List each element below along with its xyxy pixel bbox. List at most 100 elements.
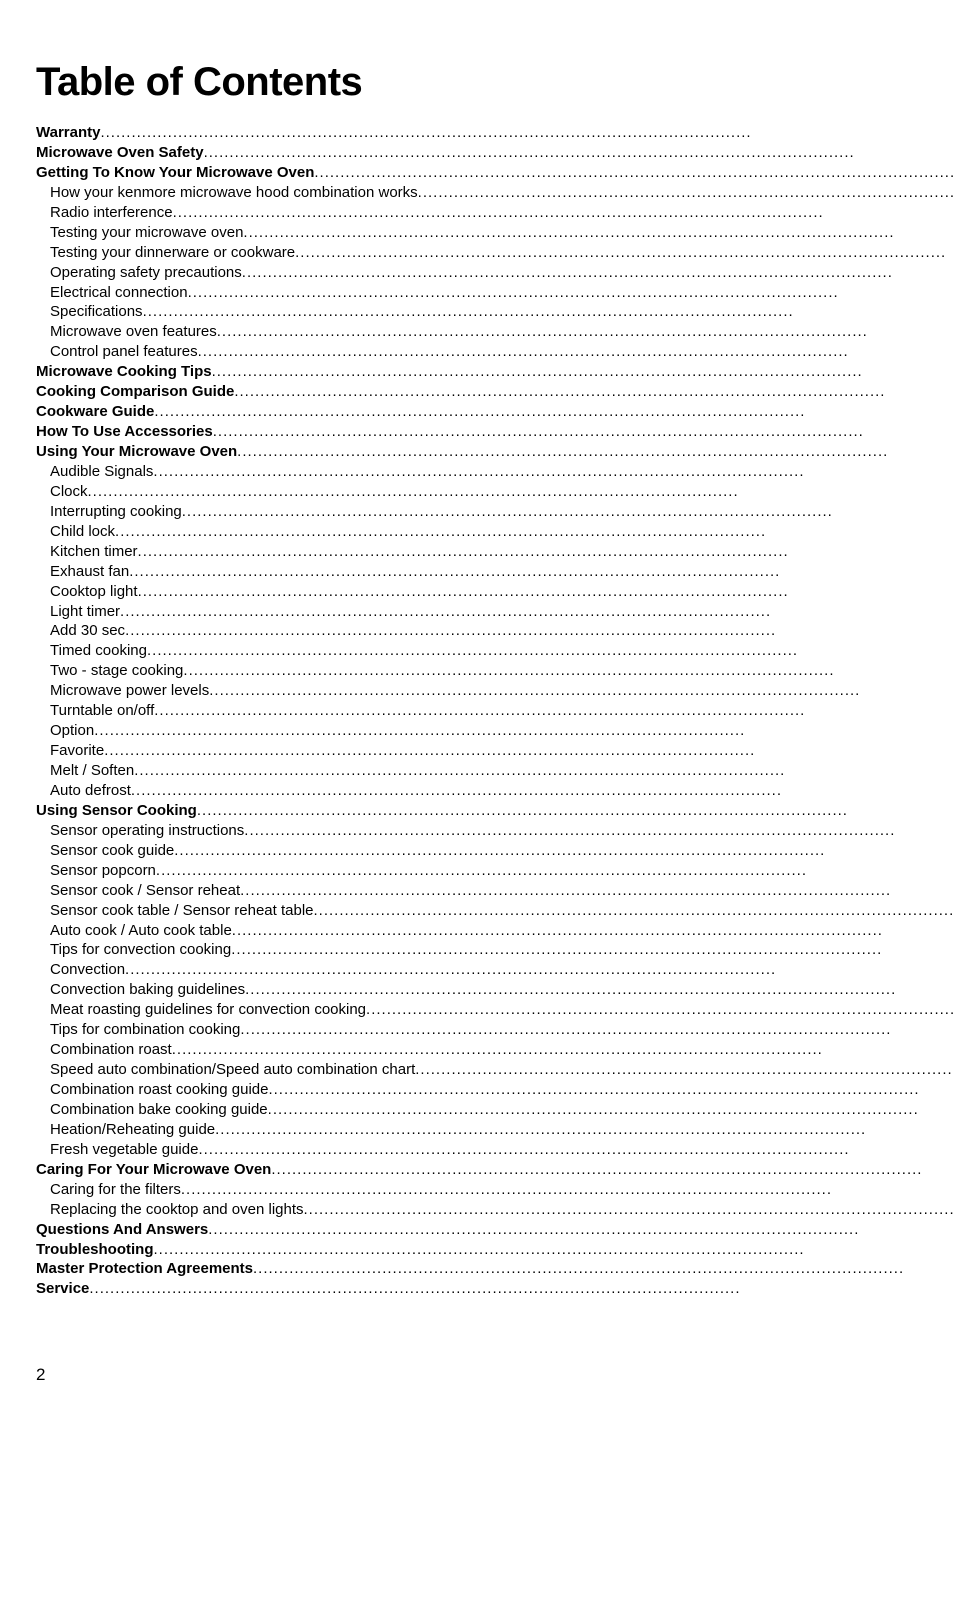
toc-entry-label: Favorite: [50, 741, 104, 761]
toc-entry-label: Sensor operating instructions: [50, 821, 244, 841]
toc-entry-label: Specifications: [50, 302, 143, 322]
toc-leader-dots: [173, 203, 954, 223]
toc-leader-dots: [240, 881, 954, 901]
toc-entry: Favorite20: [36, 741, 954, 761]
toc-entry: Replacing the cooktop and oven lights42: [36, 1200, 954, 1220]
toc-entry-label: Light timer: [50, 602, 120, 622]
toc-entry-label: Sensor cook guide: [50, 841, 174, 861]
toc-entry-label: Meat roasting guidelines for convection …: [50, 1000, 366, 1020]
toc-entry: How To Use Accessories15: [36, 422, 954, 442]
toc-entry-label: Melt / Soften: [50, 761, 134, 781]
toc-entry: Exhaust fan17: [36, 562, 954, 582]
toc-entry: Cooking Comparison Guide13: [36, 382, 954, 402]
toc-entry-label: Troubleshooting: [36, 1240, 154, 1260]
toc-entry-label: Testing your dinnerware or cookware: [50, 243, 295, 263]
toc-leader-dots: [253, 1259, 954, 1279]
toc-column: Table of Contents Warranty2Microwave Ove…: [36, 60, 954, 1385]
toc-leader-dots: [217, 322, 954, 342]
toc-leader-dots: [125, 960, 954, 980]
toc-entry: Auto cook / Auto cook table28: [36, 921, 954, 941]
toc-leader-dots: [209, 681, 954, 701]
toc-leader-dots: [213, 422, 954, 442]
toc-entry: Microwave Oven Safety3~5: [36, 143, 954, 163]
toc-entry: Radio interference6: [36, 203, 954, 223]
toc-entry-label: Sensor cook / Sensor reheat: [50, 881, 240, 901]
toc-leader-dots: [120, 602, 954, 622]
toc-entry: Testing your microwave oven6: [36, 223, 954, 243]
toc-entry: Turntable on/off20: [36, 701, 954, 721]
toc-leader-dots: [204, 143, 954, 163]
toc-entry: Clock16: [36, 482, 954, 502]
toc-entry-label: Cookware Guide: [36, 402, 154, 422]
toc-leader-dots: [198, 1140, 954, 1160]
toc-entry: Interrupting cooking16: [36, 502, 954, 522]
toc-entry: Timed cooking18: [36, 641, 954, 661]
toc-entry: Control panel features9~10: [36, 342, 954, 362]
toc-entry-label: Questions And Answers: [36, 1220, 208, 1240]
toc-entry-label: Operating safety precautions: [50, 263, 242, 283]
toc-leader-dots: [129, 562, 954, 582]
toc-entry-label: Audible Signals: [50, 462, 153, 482]
toc-entry: Convection baking guidelines31~32: [36, 980, 954, 1000]
toc-entry: Testing your dinnerware or cookware7: [36, 243, 954, 263]
toc-entry: How your kenmore microwave hood combinat…: [36, 183, 954, 203]
toc-entry: Heation/Reheating guide38: [36, 1120, 954, 1140]
toc-entry: Caring For Your Microwave Oven40~42: [36, 1160, 954, 1180]
toc-leader-dots: [240, 1020, 954, 1040]
toc-entry-label: Master Protection Agreements: [36, 1259, 253, 1279]
toc-leader-dots: [314, 163, 954, 183]
toc-entry-label: Electrical connection: [50, 283, 188, 303]
toc-entry: Operating safety precautions7: [36, 263, 954, 283]
toc-entry: Tips for convection cooking29: [36, 940, 954, 960]
toc-entry: Convection30: [36, 960, 954, 980]
toc-entry-label: Radio interference: [50, 203, 173, 223]
toc-entry: Sensor cook guide26: [36, 841, 954, 861]
toc-leader-dots: [88, 482, 954, 502]
toc-leader-dots: [188, 283, 954, 303]
toc-entry: Tips for combination cooking34: [36, 1020, 954, 1040]
toc-entry: Option20: [36, 721, 954, 741]
toc-entry-label: Speed auto combination/Speed auto combin…: [50, 1060, 415, 1080]
toc-leader-dots: [197, 801, 954, 821]
toc-leader-dots: [215, 1120, 954, 1140]
toc-leader-dots: [147, 641, 954, 661]
toc-leader-dots: [183, 661, 954, 681]
toc-entry: Questions And Answers43: [36, 1220, 954, 1240]
toc-leader-dots: [89, 1279, 954, 1299]
toc-leader-dots: [212, 362, 954, 382]
page-number: 2: [36, 1365, 45, 1385]
toc-entry: Fresh vegetable guide39: [36, 1140, 954, 1160]
toc-entry-label: Microwave Cooking Tips: [36, 362, 212, 382]
toc-leader-dots: [104, 741, 954, 761]
toc-leader-dots: [245, 980, 954, 1000]
toc-leader-dots: [154, 402, 954, 422]
toc-entry-label: Option: [50, 721, 94, 741]
toc-entry-label: Testing your microwave oven: [50, 223, 243, 243]
toc-leader-dots: [182, 502, 954, 522]
toc-leader-dots: [115, 522, 954, 542]
toc-entry-label: Two - stage cooking: [50, 661, 183, 681]
toc-entry: ServiceBack cover: [36, 1279, 954, 1299]
toc-entry-label: Service: [36, 1279, 89, 1299]
toc-leader-dots: [304, 1200, 954, 1220]
toc-leader-dots: [415, 1060, 954, 1080]
toc-entry: Electrical connection7: [36, 283, 954, 303]
toc-leader-dots: [94, 721, 954, 741]
toc-leader-dots: [242, 263, 954, 283]
toc-entry-label: Turntable on/off: [50, 701, 154, 721]
toc-entry-label: Combination roast cooking guide: [50, 1080, 268, 1100]
toc-entry: Troubleshooting44~45: [36, 1240, 954, 1260]
toc-leader-dots: [154, 701, 954, 721]
toc-leader-dots: [314, 901, 954, 921]
toc-entry: Light timer17: [36, 602, 954, 622]
toc-entry-label: Sensor cook table / Sensor reheat table: [50, 901, 314, 921]
toc-entry-label: Getting To Know Your Microwave Oven: [36, 163, 314, 183]
toc-entry: Caring for the filters41: [36, 1180, 954, 1200]
toc-entry: Melt / Soften21: [36, 761, 954, 781]
toc-entry-label: How your kenmore microwave hood combinat…: [50, 183, 418, 203]
toc-entry: Warranty2: [36, 123, 954, 143]
toc-entry: Microwave power levels19: [36, 681, 954, 701]
toc-entry-label: Auto defrost: [50, 781, 131, 801]
toc-leader-dots: [268, 1080, 954, 1100]
toc-entry-label: Convection baking guidelines: [50, 980, 245, 1000]
